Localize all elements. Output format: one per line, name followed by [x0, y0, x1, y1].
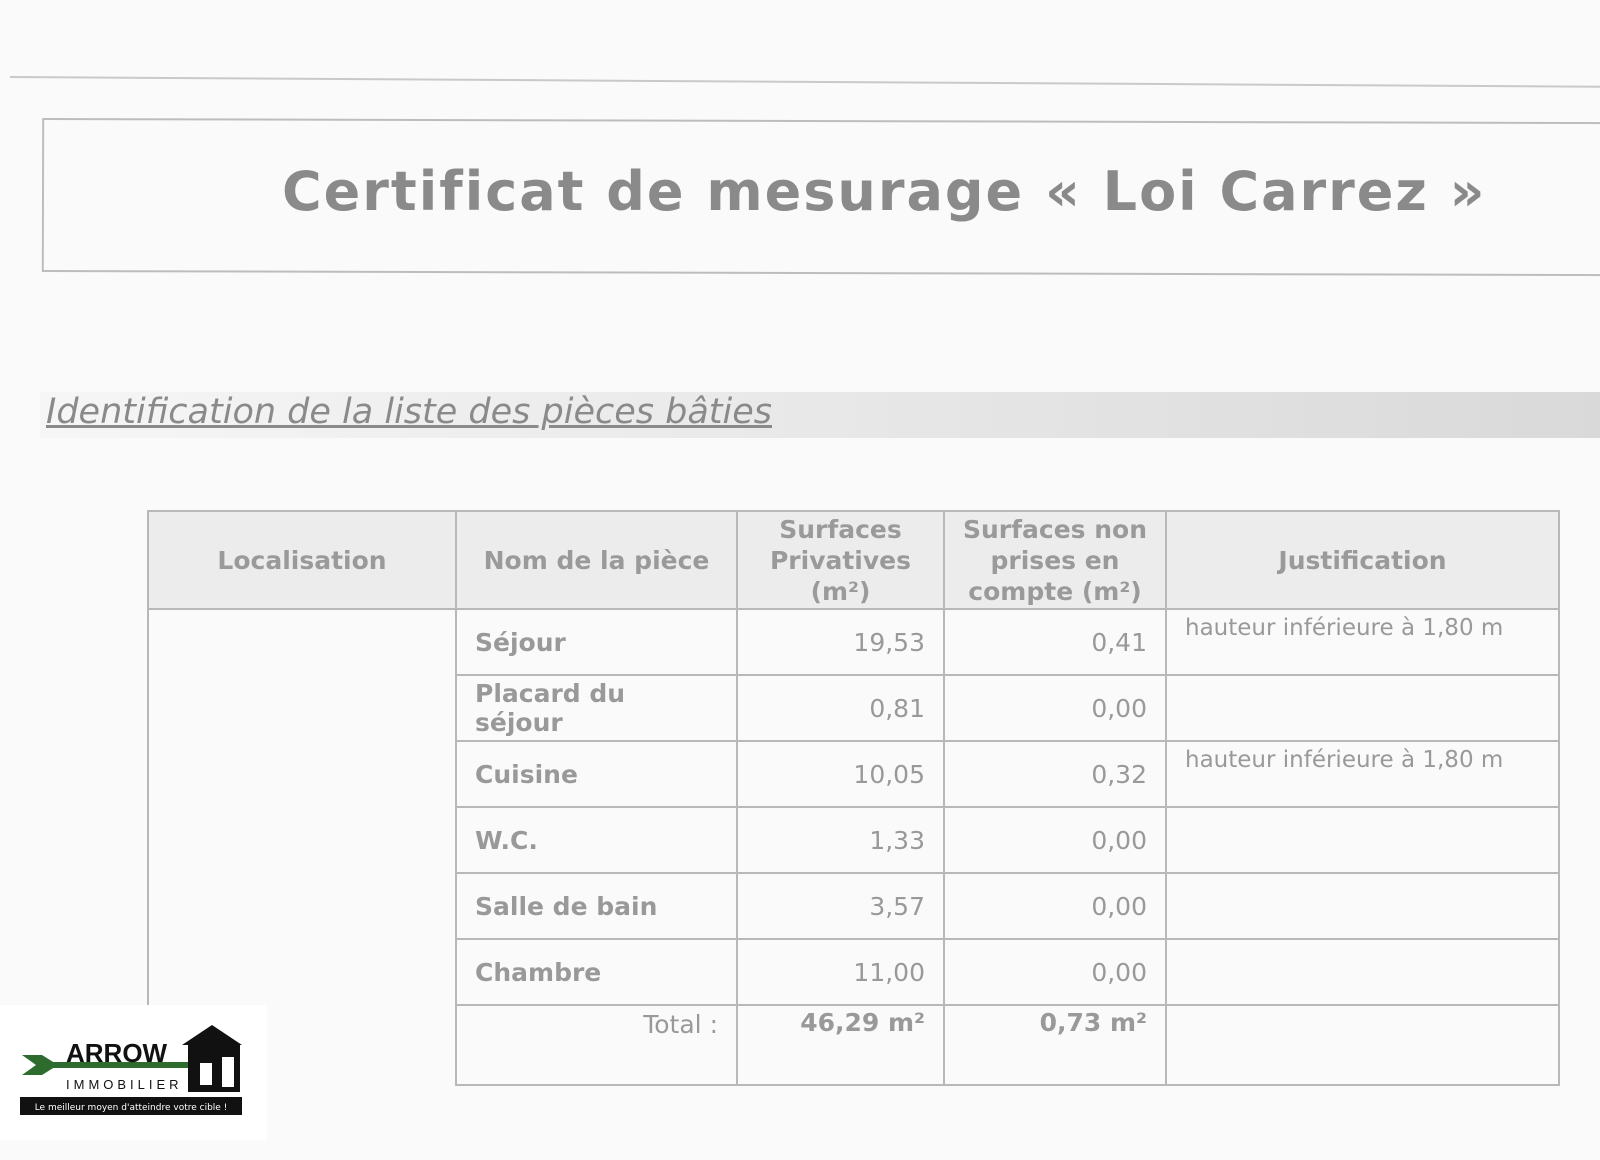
table-row: Chambre 11,00 0,00 [148, 938, 1560, 1006]
table-row: Salle de bain 3,57 0,00 [148, 872, 1560, 940]
total-label: Total : [455, 1004, 738, 1086]
table-row: Cuisine 10,05 0,32 hauteur inférieure à … [148, 740, 1560, 808]
room-name: Salle de bain [455, 872, 738, 940]
surface-non-prise: 0,32 [943, 740, 1167, 808]
svg-text:ARROW: ARROW [66, 1038, 168, 1068]
table-header: Localisation Nom de la pièce Surfaces Pr… [147, 510, 1560, 610]
header-nom: Nom de la pièce [455, 510, 738, 610]
header-justification: Justification [1165, 510, 1560, 610]
total-non-prises: 0,73 m² [943, 1004, 1167, 1086]
room-name: Séjour [455, 608, 738, 676]
surface-non-prise: 0,00 [943, 872, 1167, 940]
justification: hauteur inférieure à 1,80 m [1165, 608, 1560, 676]
rooms-table: Localisation Nom de la pièce Surfaces Pr… [147, 510, 1560, 1086]
justification: hauteur inférieure à 1,80 m [1165, 740, 1560, 808]
header-non-prises: Surfaces non prises en compte (m²) [943, 510, 1167, 610]
surface-non-prise: 0,41 [943, 608, 1167, 676]
justification [1165, 938, 1560, 1006]
table-row: Séjour 19,53 0,41 hauteur inférieure à 1… [147, 608, 1560, 1085]
room-name: Placard du séjour [455, 674, 738, 742]
header-localisation: Localisation [147, 510, 457, 610]
room-name: Cuisine [455, 740, 738, 808]
page-title: Certificat de mesurage « Loi Carrez » [282, 160, 1487, 223]
section-title: Identification de la liste des pièces bâ… [46, 392, 773, 432]
total-privative: 46,29 m² [736, 1004, 945, 1086]
svg-text:IMMOBILIER: IMMOBILIER [66, 1077, 183, 1092]
svg-text:Le meilleur moyen d'atteindre: Le meilleur moyen d'atteindre votre cibl… [35, 1103, 228, 1113]
surface-privative: 3,57 [736, 872, 945, 940]
header-privatives: Surfaces Privatives (m²) [736, 510, 945, 610]
surface-non-prise: 0,00 [943, 938, 1167, 1006]
surface-privative: 11,00 [736, 938, 945, 1006]
total-row: Total : 46,29 m² 0,73 m² [148, 1004, 1560, 1086]
justification [1165, 806, 1560, 874]
room-name: W.C. [455, 806, 738, 874]
arrow-immobilier-logo: ARROW IMMOBILIER Le meilleur moyen d'att… [0, 1005, 267, 1140]
table-row: Placard du séjour 0,81 0,00 [148, 674, 1560, 742]
surface-non-prise: 0,00 [943, 674, 1167, 742]
surface-non-prise: 0,00 [943, 806, 1167, 874]
section-band [40, 392, 1600, 438]
total-justification [1165, 1004, 1560, 1086]
surface-privative: 1,33 [736, 806, 945, 874]
surface-privative: 19,53 [736, 608, 945, 676]
justification [1165, 872, 1560, 940]
table-row: W.C. 1,33 0,00 [148, 806, 1560, 874]
top-rule [9, 76, 1600, 88]
room-name: Chambre [455, 938, 738, 1006]
justification [1165, 674, 1560, 742]
surface-privative: 0,81 [736, 674, 945, 742]
surface-privative: 10,05 [736, 740, 945, 808]
